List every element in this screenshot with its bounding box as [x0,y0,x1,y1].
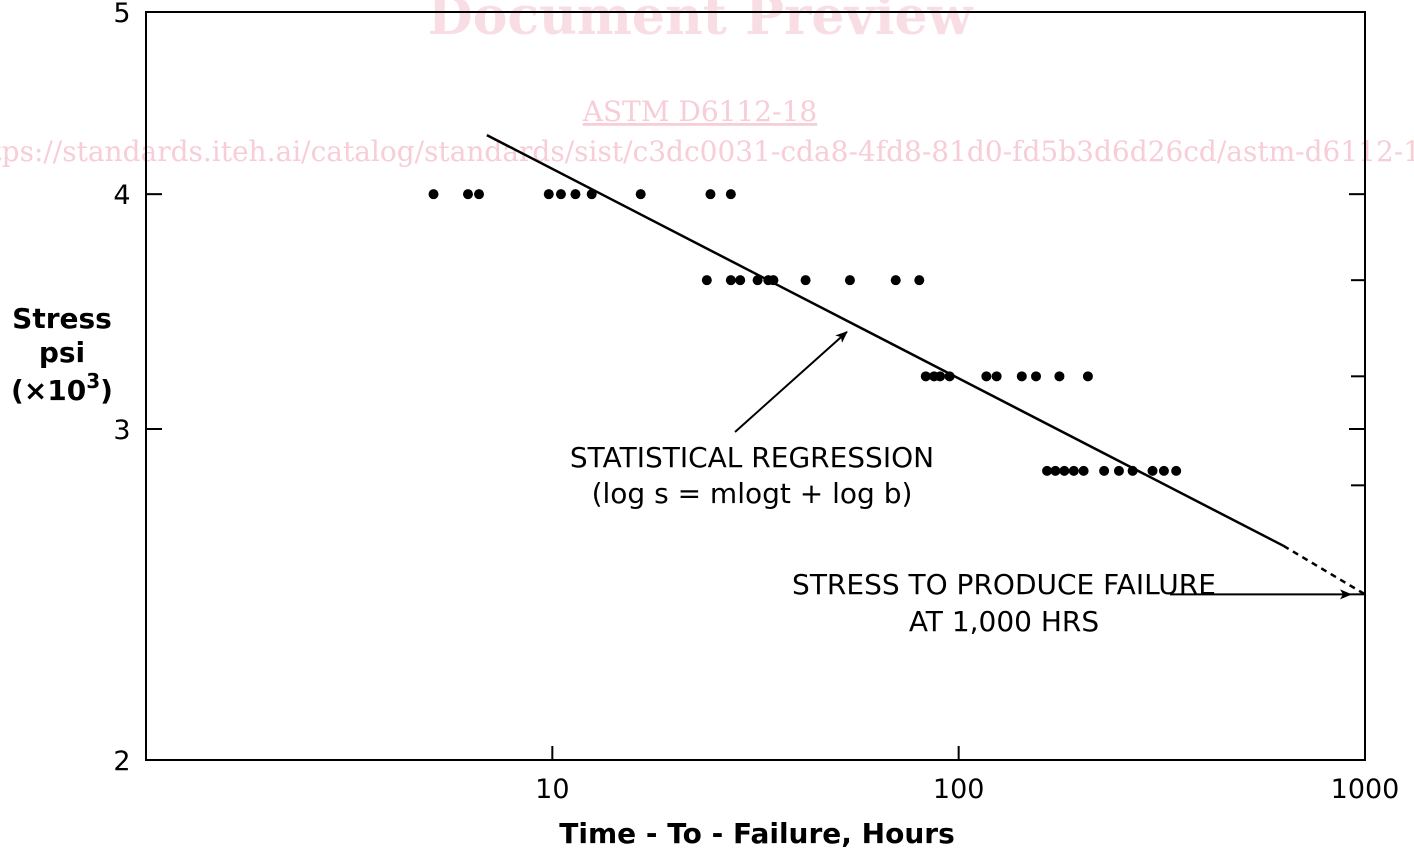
data-point [920,371,931,382]
y-axis-title-suffix: ) [100,374,113,407]
regression-annotation-line2: (log s = mlogt + log b) [592,477,913,510]
failure-annotation-line1: STRESS TO PRODUCE FAILURE [792,568,1216,601]
y-axis-title-exponent: 3 [86,369,100,393]
watermark: Document Preview ASTM D6112-18 https://s… [0,0,1414,168]
y-tick-label-2: 4 [113,180,130,211]
y-axis-title-line3: (×103) [11,369,113,407]
y-tick-label-0: 2 [113,746,130,777]
data-point [428,189,439,200]
data-point [1054,371,1065,382]
data-point [981,371,992,382]
plot-area-frame [145,11,1366,761]
y-tick-label-3: 5 [113,0,130,29]
data-point [914,275,925,286]
regression-annotation-line1: STATISTICAL REGRESSION [570,441,934,474]
data-point [635,189,646,200]
data-point [752,275,763,286]
axis-ticks [146,193,1365,760]
data-point [701,275,712,286]
watermark-standard-link[interactable]: ASTM D6112-18 [582,95,817,128]
data-point [890,275,901,286]
data-point [1042,465,1053,476]
regression-line-extrapolated [1282,544,1366,596]
watermark-url[interactable]: https://standards.iteh.ai/catalog/standa… [0,135,1414,168]
data-point [570,189,581,200]
data-point [844,275,855,286]
data-point [543,189,554,200]
failure-annotation-line2: AT 1,000 HRS [909,605,1099,638]
data-point [705,189,716,200]
regression-annotation-arrow [734,331,848,433]
data-point [1171,465,1182,476]
annotations: STATISTICAL REGRESSION(log s = mlogt + l… [570,331,1352,638]
data-point [725,275,736,286]
data-point [991,371,1002,382]
data-point [1031,371,1042,382]
data-point [1158,465,1169,476]
data-point [1127,465,1138,476]
axis-tick-labels: 10 100 1000 2 3 4 5 [113,0,1399,805]
data-point [1099,465,1110,476]
y-axis-title-line2: psi [39,336,85,369]
regression-line-solid [486,134,1285,547]
x-tick-label-0: 10 [535,774,569,805]
data-points [428,189,1182,476]
y-axis-title-line1: Stress [12,302,112,335]
data-point [1078,465,1089,476]
watermark-title: Document Preview [428,0,974,47]
data-point [586,189,597,200]
data-point [1050,465,1061,476]
data-point [1147,465,1158,476]
data-point [1016,371,1027,382]
x-tick-label-1: 100 [933,774,985,805]
y-tick-label-1: 3 [113,415,130,446]
data-point [735,275,746,286]
regression-line [486,134,1366,596]
data-point [944,371,955,382]
data-point [725,189,736,200]
data-point [462,189,473,200]
data-point [935,371,946,382]
data-point [1059,465,1070,476]
y-axis-title: Stress psi (×103) [11,302,113,407]
x-tick-label-2: 1000 [1331,774,1400,805]
data-point [474,189,485,200]
data-point [1082,371,1093,382]
data-point [555,189,566,200]
x-axis-title: Time - To - Failure, Hours [559,817,955,849]
data-point [1113,465,1124,476]
data-point [800,275,811,286]
data-point [768,275,779,286]
y-axis-title-prefix: (×10 [11,374,86,407]
data-point [1068,465,1079,476]
